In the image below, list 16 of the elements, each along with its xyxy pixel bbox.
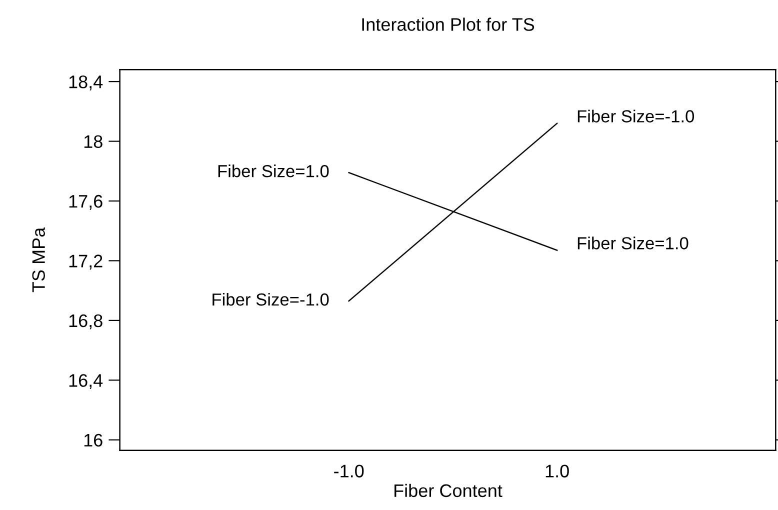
x-axis-title: Fiber Content	[394, 484, 502, 498]
x-tick-label: 1.0	[546, 464, 569, 478]
y-tick-label: 17,6	[69, 194, 102, 210]
series-label: Fiber Size=-1.0	[212, 292, 329, 306]
y-tick-label: 18,4	[69, 75, 103, 90]
text: Fiber Size=1.0	[578, 236, 688, 250]
y-axis-title: TS MPa	[32, 227, 45, 292]
x-tick-label: -1.0	[334, 464, 364, 478]
y-tick-label: 18	[84, 135, 102, 148]
text: Fiber Size=-1.0	[578, 110, 694, 122]
y-tick-label: 16	[84, 434, 102, 447]
y-tick-label: 16,4	[69, 374, 103, 390]
y-tick-label: 16,8	[69, 314, 102, 330]
y-tick-label: 17,2	[69, 254, 102, 270]
series-label: Fiber Size=1.0	[218, 164, 329, 178]
chart-title: Interaction Plot for TS	[362, 18, 534, 31]
